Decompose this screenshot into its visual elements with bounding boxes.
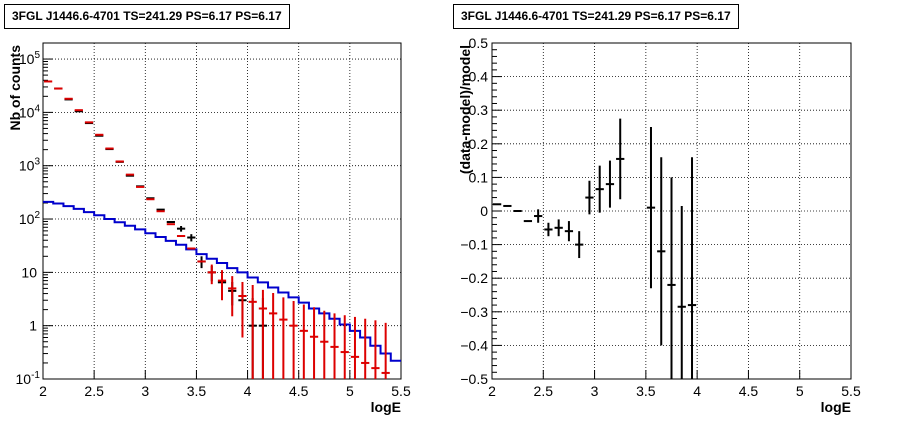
x-tick-label: 3.5 — [636, 383, 656, 399]
y-tick-label: 0.3 — [469, 102, 489, 118]
y-tick-label: −0.1 — [460, 237, 488, 253]
x-tick-label: 4 — [244, 383, 252, 399]
x-tick-label: 5 — [796, 383, 804, 399]
y-tick-label: 0.5 — [469, 35, 489, 51]
x-tick-label: 2 — [488, 383, 496, 399]
x-tick-label: 5.5 — [391, 383, 411, 399]
y-tick-label: 105 — [19, 50, 41, 67]
x-tick-label: 5.5 — [841, 383, 861, 399]
y-tick-label: 0.4 — [469, 69, 489, 85]
y-tick-label: −0.4 — [460, 337, 488, 353]
x-tick-label: 2.5 — [534, 383, 554, 399]
y-axis-label: (data-model)/model — [457, 45, 473, 174]
x-axis-label: logE — [821, 399, 851, 415]
model-histogram-line — [43, 200, 401, 362]
x-axis-label: logE — [371, 399, 401, 415]
y-tick-label: −0.5 — [460, 371, 488, 387]
y-tick-label: −0.2 — [460, 270, 488, 286]
plot-frame-left — [42, 42, 402, 380]
y-tick-label: 10-1 — [16, 370, 41, 387]
y-tick-label: 104 — [19, 103, 41, 120]
y-tick-label: 0.1 — [469, 169, 489, 185]
x-tick-label: 3 — [591, 383, 599, 399]
x-tick-label: 3 — [141, 383, 149, 399]
y-tick-label: 0.2 — [469, 136, 489, 152]
y-tick-label: 103 — [19, 157, 41, 174]
y-tick-label: 1 — [29, 318, 37, 334]
left-panel-title: 3FGL J1446.6-4701 TS=241.29 PS=6.17 PS=6… — [4, 4, 290, 29]
x-tick-label: 5 — [346, 383, 354, 399]
x-tick-label: 4.5 — [739, 383, 759, 399]
y-tick-label: −0.3 — [460, 304, 488, 320]
y-axis-label: Nb of counts — [7, 45, 23, 131]
y-tick-label: 0 — [480, 203, 488, 219]
y-tick-label: 10 — [21, 264, 37, 280]
right-panel-title: 3FGL J1446.6-4701 TS=241.29 PS=6.17 PS=6… — [453, 4, 739, 29]
x-tick-label: 2 — [39, 383, 47, 399]
x-tick-label: 2.5 — [84, 383, 104, 399]
x-tick-label: 4 — [693, 383, 701, 399]
x-tick-label: 4.5 — [289, 383, 309, 399]
y-tick-label: 102 — [19, 210, 41, 227]
x-tick-label: 3.5 — [187, 383, 207, 399]
